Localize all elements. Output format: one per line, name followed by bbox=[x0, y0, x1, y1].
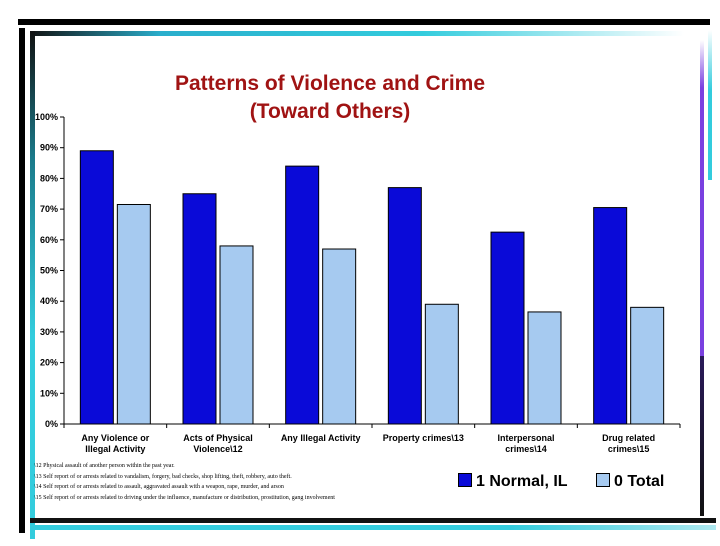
legend-item-normal: 1 Normal, IL bbox=[458, 473, 568, 491]
chart-title-line: Patterns of Violence and Crime bbox=[174, 72, 486, 95]
frame-right-cyan-bar bbox=[708, 30, 712, 180]
legend-label: 1 Normal, IL bbox=[476, 473, 568, 490]
x-category-label: Any Violence or bbox=[81, 433, 149, 443]
bar-total bbox=[322, 248, 357, 425]
x-category-label: Illegal Activity bbox=[85, 444, 145, 454]
x-category-label: Interpersonal bbox=[497, 433, 554, 443]
y-tick-label: 0% bbox=[45, 419, 58, 429]
bar-total bbox=[630, 306, 665, 425]
bar-normal bbox=[182, 193, 217, 425]
chart-title-line: (Toward Others) bbox=[249, 100, 411, 123]
x-category-label: crimes\14 bbox=[505, 444, 547, 454]
bar-total bbox=[219, 245, 254, 425]
bar-total bbox=[424, 303, 459, 425]
bar-normal bbox=[593, 207, 628, 425]
y-tick-label: 40% bbox=[40, 296, 58, 306]
frame-bottom-cyan-bar bbox=[30, 525, 716, 530]
footnote: \12 Physical assault of another person w… bbox=[34, 463, 175, 469]
x-category-label: Property crimes\13 bbox=[383, 433, 464, 443]
y-tick-label: 60% bbox=[40, 235, 58, 245]
x-category-label: Violence\12 bbox=[193, 444, 242, 454]
frame-top-cyan-bar bbox=[30, 31, 684, 36]
footnote: \15 Self report of or arrests related to… bbox=[34, 494, 335, 501]
y-tick-label: 30% bbox=[40, 327, 58, 337]
bar-total bbox=[116, 203, 151, 425]
footnote: \14 Self report of or arrests related to… bbox=[34, 484, 284, 490]
x-category-label: Any Illegal Activity bbox=[281, 433, 361, 443]
frame-top-black-bar bbox=[18, 19, 710, 25]
frame-left-black-bar bbox=[19, 28, 25, 533]
footnote: \13 Self report of or arrests related to… bbox=[34, 473, 292, 480]
legend-label: 0 Total bbox=[614, 473, 665, 490]
footnotes: \12 Physical assault of another person w… bbox=[34, 461, 335, 503]
bar-normal bbox=[490, 231, 525, 425]
frame-bottom-black-bar bbox=[30, 518, 716, 523]
frame-right-purple-bar bbox=[700, 40, 704, 358]
bar-normal bbox=[387, 187, 422, 425]
bar-normal bbox=[285, 165, 320, 425]
chart-title: Patterns of Violence and Crime (Toward O… bbox=[120, 70, 540, 126]
legend-item-total: 0 Total bbox=[596, 473, 664, 491]
y-tick-label: 80% bbox=[40, 173, 58, 183]
x-category-label: Drug related bbox=[602, 433, 655, 443]
frame-left-cyan-bar bbox=[30, 31, 35, 539]
y-tick-label: 70% bbox=[40, 204, 58, 214]
x-category-label: crimes\15 bbox=[608, 444, 650, 454]
legend-swatch-total bbox=[596, 473, 610, 487]
y-tick-label: 90% bbox=[40, 143, 58, 153]
chart-legend: 1 Normal, IL 0 Total bbox=[440, 457, 700, 509]
y-tick-label: 10% bbox=[40, 388, 58, 398]
legend-swatch-normal bbox=[458, 473, 472, 487]
bar-total bbox=[527, 311, 562, 425]
frame-right-dark-bar bbox=[700, 356, 704, 516]
bar-normal bbox=[79, 150, 114, 425]
y-tick-label: 20% bbox=[40, 358, 58, 368]
x-category-label: Acts of Physical bbox=[183, 433, 253, 443]
y-tick-label: 50% bbox=[40, 266, 58, 276]
y-tick-label: 100% bbox=[35, 112, 58, 122]
